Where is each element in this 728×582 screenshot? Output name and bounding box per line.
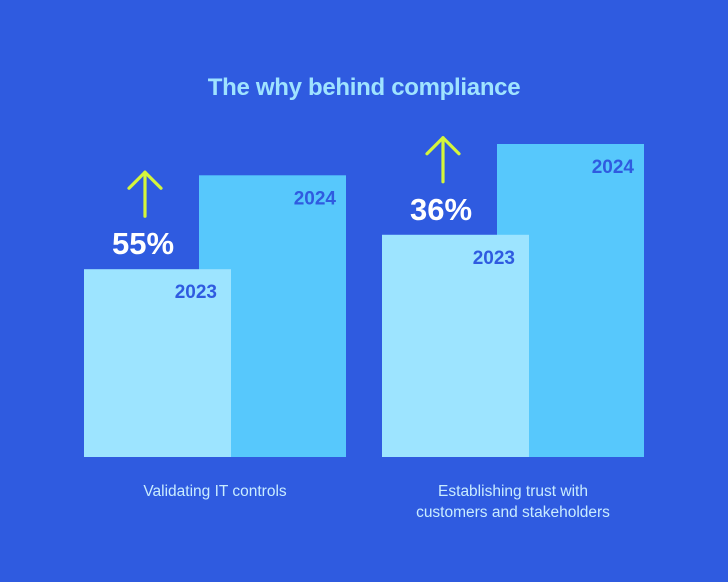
category-label-establishing-trust: Establishing trust with customers and st… [363,481,663,523]
bar-label-2023-0: 2023 [175,282,217,303]
category-label-validating-it-controls: Validating IT controls [65,481,365,502]
category-label-line: customers and stakeholders [416,504,610,521]
up-arrow-icon [425,136,461,184]
up-arrow-icon [127,170,163,218]
up-arrow-head [425,136,461,156]
bar-2023-1 [382,234,529,457]
up-arrow-head [127,170,163,190]
bar-label-2024-0: 2024 [294,188,337,209]
category-label-line: Validating IT controls [143,483,287,500]
bar-2023-0 [84,269,231,457]
chart-title: The why behind compliance [207,74,521,101]
bar-label-2024-1: 2024 [592,157,635,178]
category-label-line: Establishing trust with [438,483,588,500]
bar-label-2023-1: 2023 [473,248,515,269]
change-value-0: 55% [112,226,174,261]
change-value-1: 36% [410,192,472,227]
